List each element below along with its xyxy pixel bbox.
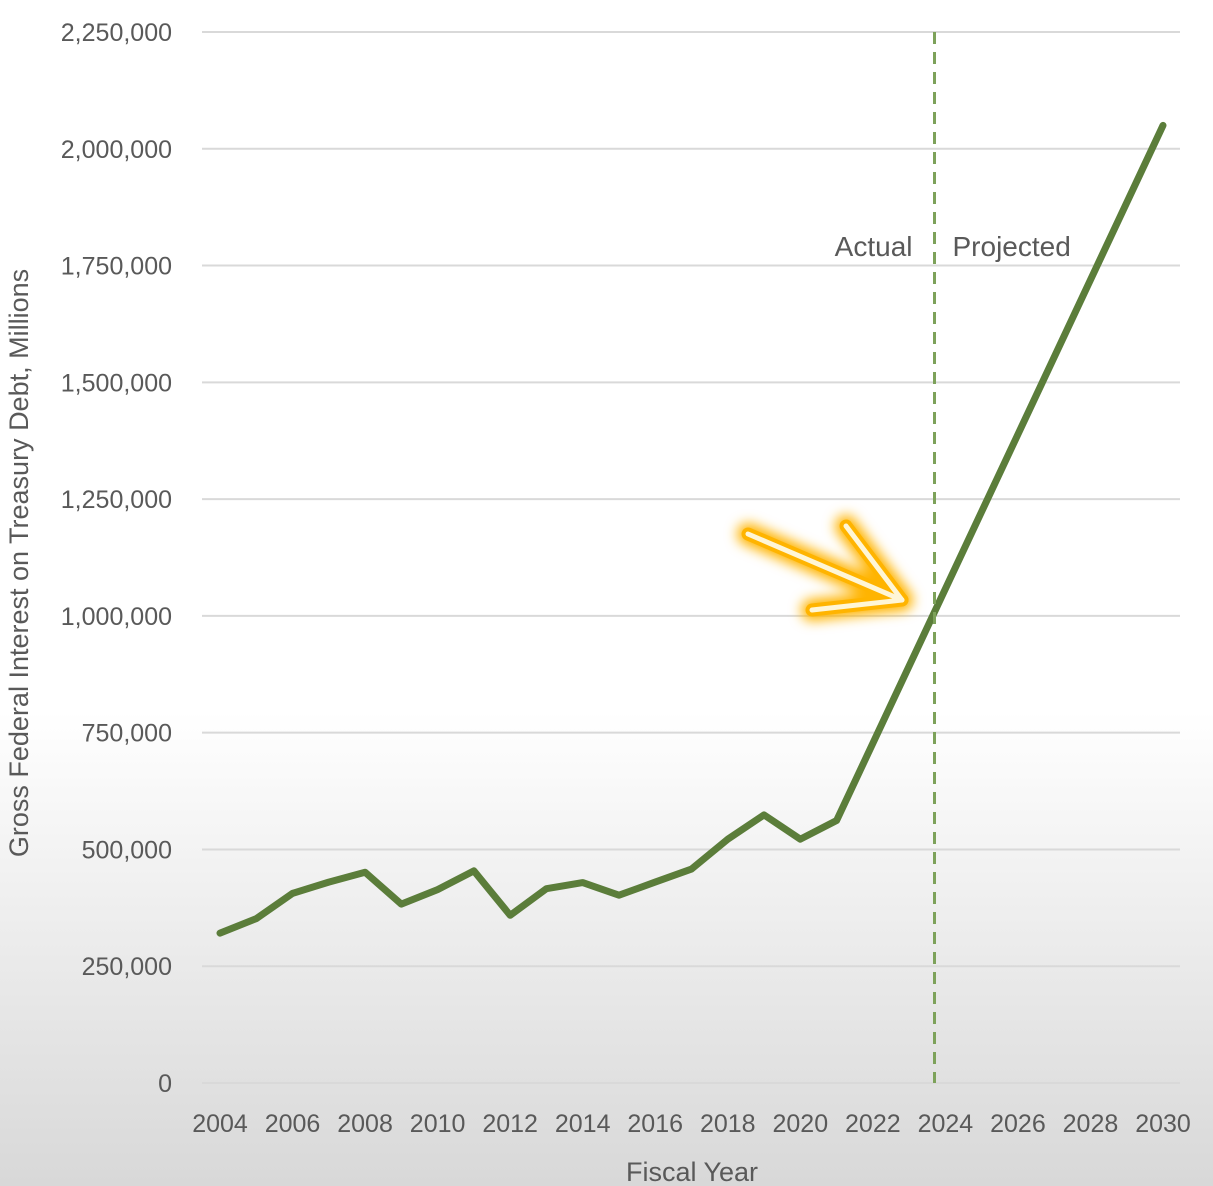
y-tick-label: 250,000 (82, 953, 172, 981)
x-tick-label: 2010 (410, 1110, 466, 1138)
x-tick-label: 2022 (845, 1110, 901, 1138)
series-line (216, 121, 1167, 937)
x-tick-label: 2030 (1135, 1110, 1191, 1138)
x-tick-label: 2008 (337, 1110, 393, 1138)
y-axis-title: Gross Federal Interest on Treasury Debt,… (4, 269, 34, 857)
arrow-down-right-icon (737, 515, 913, 621)
y-tick-label: 1,250,000 (61, 486, 172, 514)
x-tick-label: 2024 (918, 1110, 974, 1138)
x-tick-label: 2016 (627, 1110, 683, 1138)
x-tick-label: 2014 (555, 1110, 611, 1138)
y-tick-label: 500,000 (82, 836, 172, 864)
x-axis-ticks: 2004 2006 2008 2010 2012 2014 2016 2018 2020 2022… (192, 1110, 1191, 1138)
x-tick-label: 2020 (772, 1110, 828, 1138)
x-tick-label: 2026 (990, 1110, 1046, 1138)
actual-label: Actual (835, 231, 913, 262)
x-tick-label: 2006 (265, 1110, 321, 1138)
y-tick-label: 2,000,000 (61, 136, 172, 164)
x-axis-title: Fiscal Year (626, 1157, 758, 1186)
projected-label: Projected (953, 231, 1071, 262)
x-tick-label: 2018 (700, 1110, 756, 1138)
y-axis-ticks: 0 250,000 500,000 750,000 1,000,000 1,250,000… (61, 19, 172, 1098)
y-tick-label: 750,000 (82, 720, 172, 748)
y-tick-label: 1,500,000 (61, 369, 172, 397)
y-tick-label: 1,750,000 (61, 253, 172, 281)
x-tick-label: 2004 (192, 1110, 248, 1138)
y-tick-label: 2,250,000 (61, 19, 172, 47)
y-tick-label: 0 (158, 1070, 172, 1098)
y-tick-label: 1,000,000 (61, 603, 172, 631)
x-tick-label: 2028 (1063, 1110, 1119, 1138)
gridlines (202, 31, 1180, 1084)
x-tick-label: 2012 (482, 1110, 538, 1138)
